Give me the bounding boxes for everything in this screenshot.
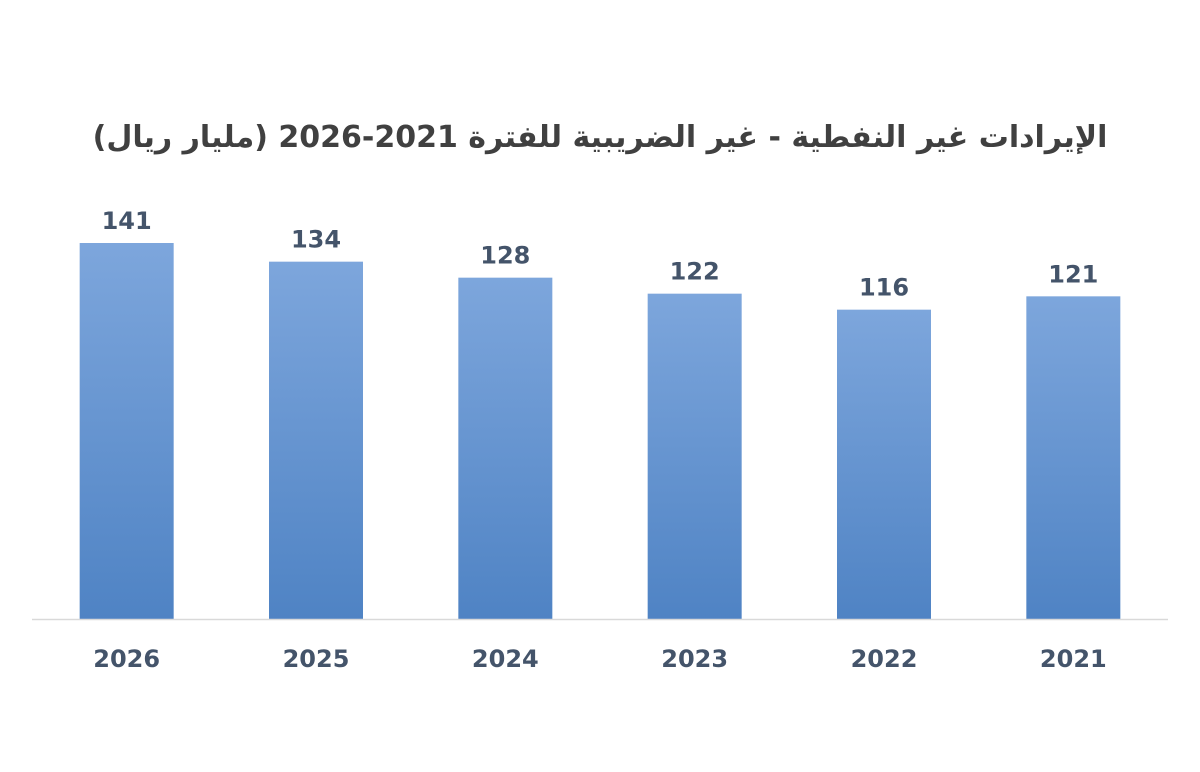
data-label-2023: 122 [670,258,720,286]
data-label-2026: 141 [102,207,152,235]
x-tick-label-2023: 2023 [661,645,728,673]
data-label-2022: 116 [859,274,909,302]
bar-2024 [458,277,553,619]
bars-layer [79,243,1121,619]
x-tick-label-2021: 2021 [1040,645,1107,673]
x-tick-label-2024: 2024 [472,645,539,673]
x-tick-label-2022: 2022 [851,645,918,673]
bar-2022 [837,309,931,619]
bar-2026 [79,243,174,619]
data-label-2021: 121 [1048,260,1098,288]
bar-2023 [647,293,742,619]
data-label-2025: 134 [291,226,341,254]
data-labels-layer: 141 134 128 122 116 121 [102,207,1099,302]
chart-title: الإيرادات غير النفطية - غير الضريبية للف… [93,120,1108,155]
x-tick-label-2026: 2026 [93,645,160,673]
data-label-2024: 128 [480,242,530,270]
x-axis-tick-labels: 2026 2025 2024 2023 2022 2021 [93,645,1106,673]
bar-2025 [269,261,363,619]
bar-2021 [1026,296,1121,619]
x-tick-label-2025: 2025 [283,645,350,673]
